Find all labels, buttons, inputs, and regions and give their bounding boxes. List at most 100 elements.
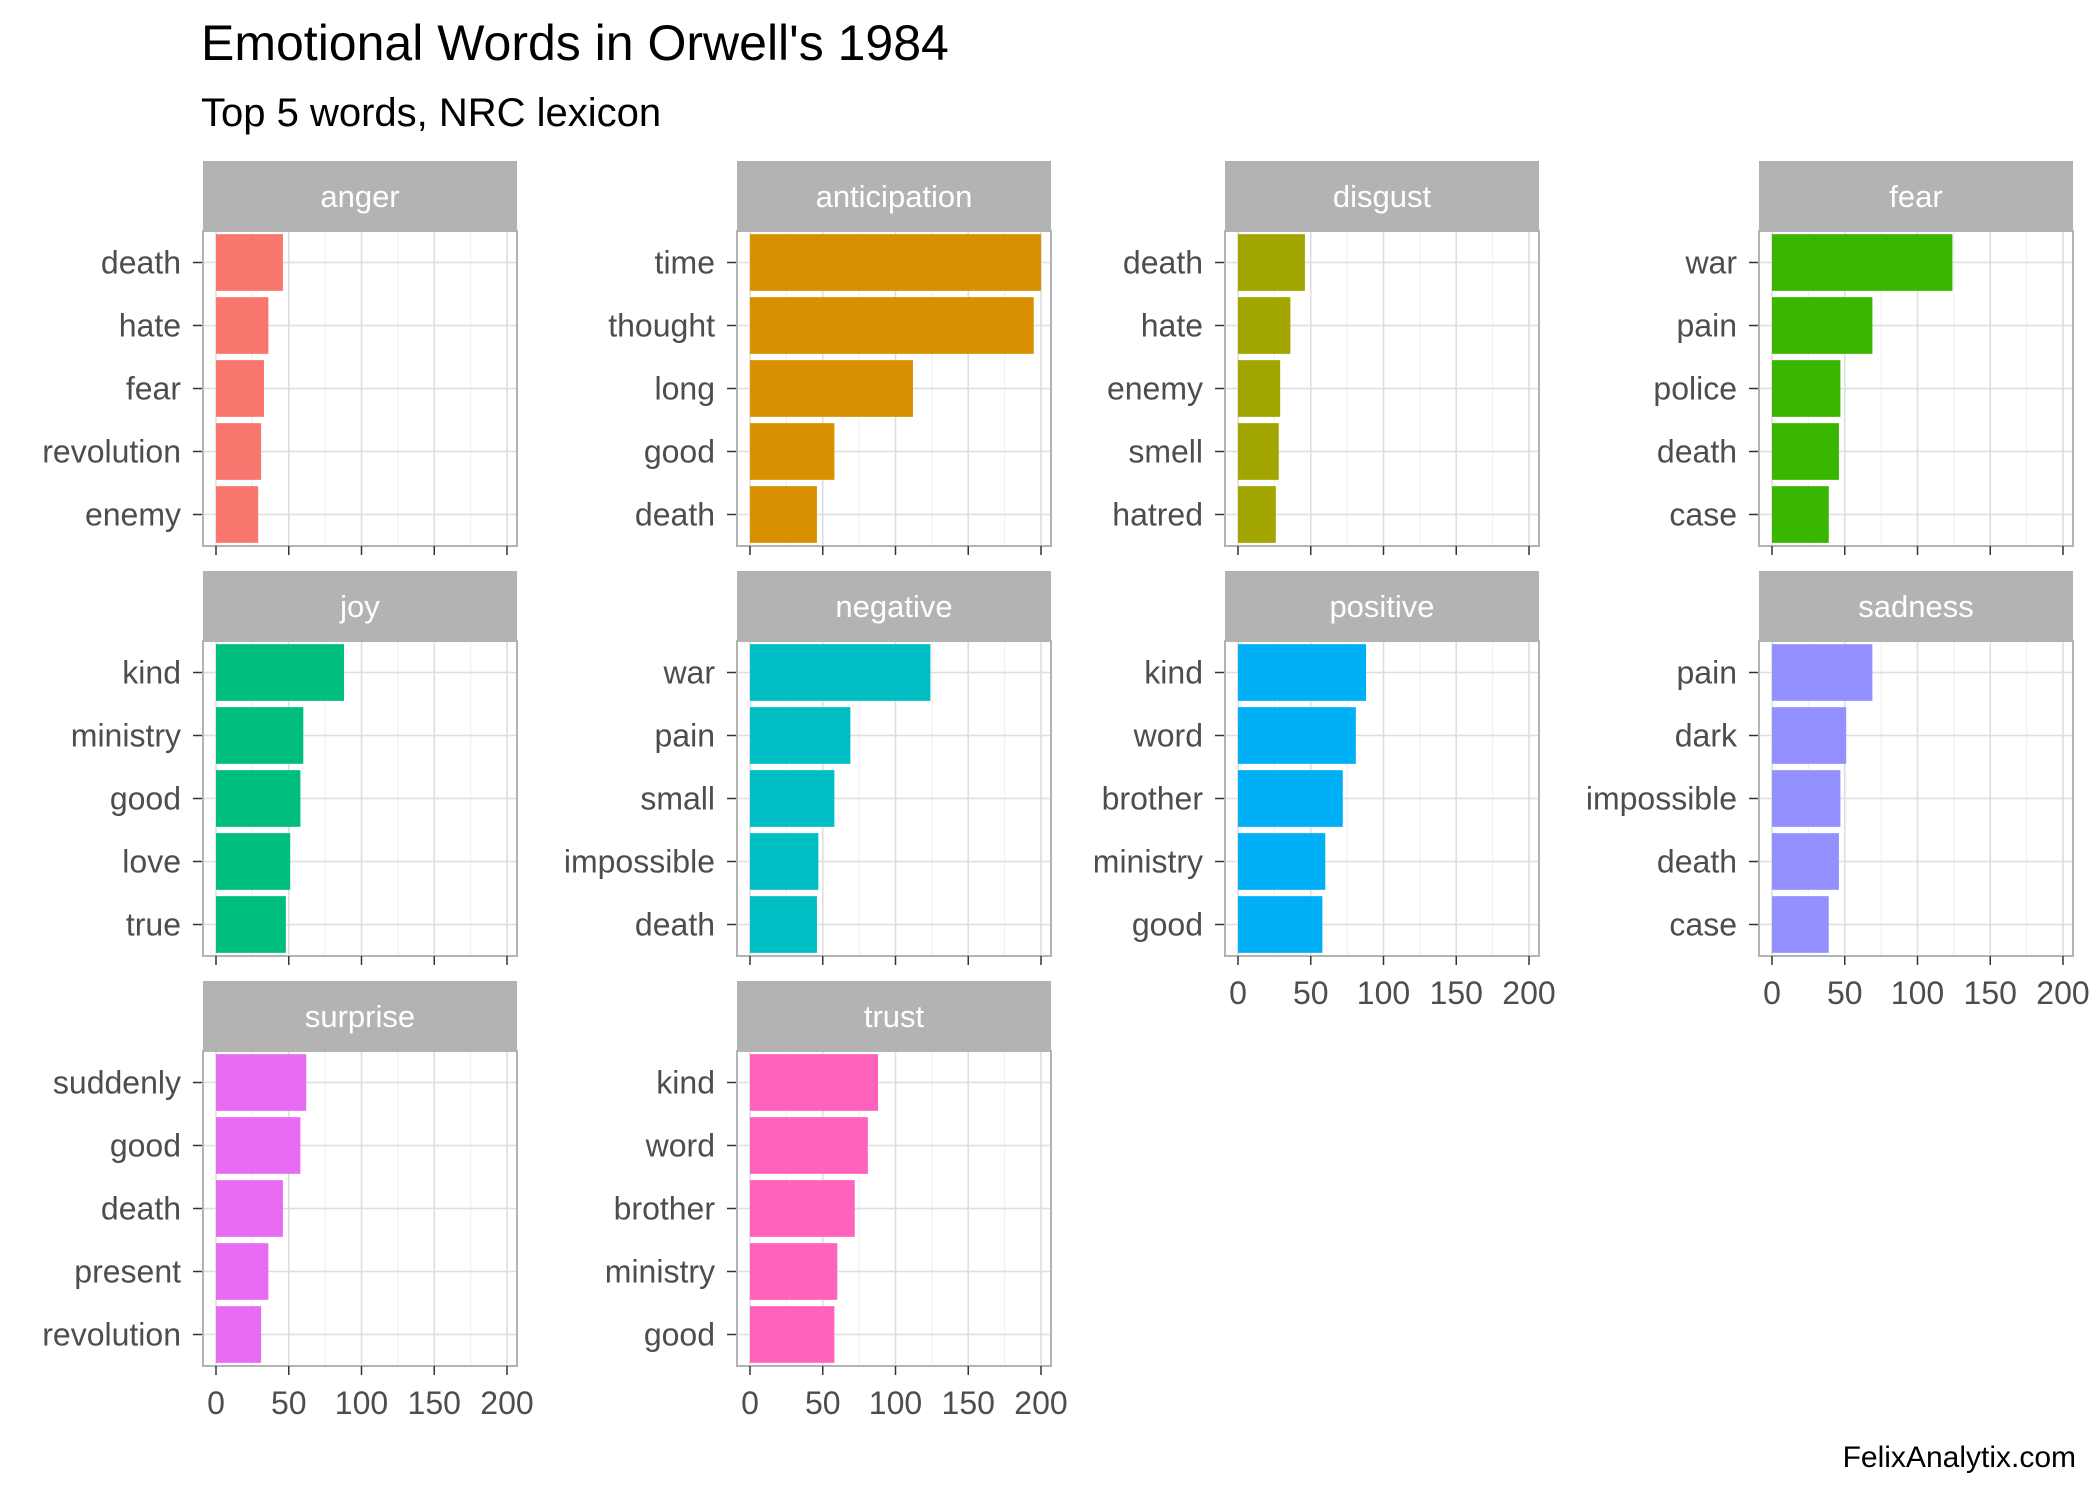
y-tick-label: long: [655, 371, 716, 407]
facet-strip-label: sadness: [1858, 589, 1973, 624]
y-tick-label: death: [635, 907, 715, 943]
facet-strip: [737, 981, 1051, 1051]
chart-subtitle: Top 5 words, NRC lexicon: [201, 91, 661, 135]
bar-surprise-present: [216, 1243, 269, 1300]
facet-strip-label: trust: [864, 999, 925, 1034]
y-tick-label: ministry: [1093, 844, 1203, 880]
bar-disgust-smell: [1238, 423, 1279, 480]
facet-strip: [203, 981, 517, 1051]
x-tick-label: 50: [805, 1385, 841, 1421]
bar-sadness-impossible: [1772, 770, 1841, 827]
bar-trust-ministry: [750, 1243, 838, 1300]
y-tick-label: love: [122, 844, 181, 880]
y-tick-label: kind: [122, 655, 181, 691]
facet-strip-label: joy: [339, 589, 380, 624]
bar-fear-case: [1772, 486, 1829, 543]
bar-trust-kind: [750, 1054, 879, 1111]
y-tick-label: revolution: [42, 434, 181, 470]
bar-fear-war: [1772, 234, 1953, 291]
bar-anger-fear: [216, 360, 265, 417]
y-tick-label: death: [101, 245, 181, 281]
y-tick-label: good: [644, 434, 715, 470]
x-tick-label: 100: [1891, 975, 1944, 1011]
bar-anticipation-long: [750, 360, 913, 417]
bar-negative-death: [750, 896, 817, 953]
bar-surprise-good: [216, 1117, 301, 1174]
y-tick-label: case: [1669, 907, 1737, 943]
y-tick-label: death: [101, 1191, 181, 1227]
x-tick-label: 150: [1430, 975, 1483, 1011]
y-tick-label: enemy: [85, 497, 181, 533]
y-tick-label: suddenly: [53, 1065, 181, 1101]
y-tick-label: smell: [1128, 434, 1203, 470]
y-tick-label: police: [1653, 371, 1737, 407]
y-tick-label: hatred: [1112, 497, 1203, 533]
facet-strip-label: positive: [1329, 589, 1434, 624]
y-tick-label: ministry: [71, 718, 181, 754]
bar-negative-war: [750, 644, 931, 701]
facet-strip-label: anger: [320, 179, 399, 214]
facet-strip: [737, 571, 1051, 641]
facet-strip-label: surprise: [305, 999, 415, 1034]
y-tick-label: dark: [1675, 718, 1738, 754]
y-tick-label: word: [645, 1128, 715, 1164]
bar-disgust-enemy: [1238, 360, 1281, 417]
x-tick-label: 150: [942, 1385, 995, 1421]
bar-joy-love: [216, 833, 291, 890]
y-tick-label: kind: [656, 1065, 715, 1101]
x-tick-label: 50: [1827, 975, 1863, 1011]
x-tick-label: 150: [408, 1385, 461, 1421]
y-tick-label: good: [644, 1317, 715, 1353]
facet-strip-label: negative: [835, 589, 952, 624]
y-tick-label: good: [110, 1128, 181, 1164]
x-tick-label: 0: [1763, 975, 1781, 1011]
facet-panel-anger: death hate fear revolution enemy anger: [42, 161, 518, 555]
facet-panel-trust: kind word brother ministry good trust 0 50 100 15…: [605, 981, 1068, 1421]
x-tick-label: 200: [1014, 1385, 1067, 1421]
y-tick-label: war: [1684, 245, 1737, 281]
bar-anticipation-death: [750, 486, 817, 543]
y-tick-label: ministry: [605, 1254, 715, 1290]
bar-joy-ministry: [216, 707, 304, 764]
y-tick-label: thought: [608, 308, 715, 344]
y-tick-label: pain: [655, 718, 716, 754]
bar-disgust-hate: [1238, 297, 1291, 354]
bar-positive-brother: [1238, 770, 1343, 827]
x-tick-label: 50: [271, 1385, 307, 1421]
facet-panel-negative: war pain small impossible death negative: [564, 571, 1052, 965]
bar-fear-pain: [1772, 297, 1873, 354]
bar-trust-brother: [750, 1180, 855, 1237]
bar-trust-good: [750, 1306, 835, 1363]
chart-title: Emotional Words in Orwell's 1984: [201, 15, 949, 71]
bar-anger-revolution: [216, 423, 262, 480]
y-tick-label: hate: [1141, 308, 1203, 344]
chart-caption: FelixAnalytix.com: [1843, 1441, 2076, 1474]
y-tick-label: revolution: [42, 1317, 181, 1353]
x-tick-label: 150: [1964, 975, 2017, 1011]
facet-strip: [1225, 161, 1539, 231]
facet-strip-label: fear: [1889, 179, 1942, 214]
facet-panel-anticipation: time thought long good death anticipation: [608, 161, 1052, 555]
x-tick-label: 200: [2036, 975, 2089, 1011]
bar-anticipation-time: [750, 234, 1041, 291]
bar-anger-enemy: [216, 486, 259, 543]
x-tick-label: 0: [1229, 975, 1247, 1011]
bar-sadness-dark: [1772, 707, 1847, 764]
bar-sadness-case: [1772, 896, 1829, 953]
y-tick-label: pain: [1677, 655, 1738, 691]
bar-positive-good: [1238, 896, 1323, 953]
bar-sadness-pain: [1772, 644, 1873, 701]
facet-strip: [1759, 571, 2073, 641]
x-tick-label: 0: [207, 1385, 225, 1421]
bar-negative-pain: [750, 707, 851, 764]
y-tick-label: impossible: [1586, 781, 1737, 817]
bar-surprise-suddenly: [216, 1054, 307, 1111]
bar-trust-word: [750, 1117, 868, 1174]
y-tick-label: death: [1123, 245, 1203, 281]
x-tick-label: 100: [1357, 975, 1410, 1011]
facet-panel-disgust: death hate enemy smell hatred disgust: [1107, 161, 1540, 555]
bar-negative-small: [750, 770, 835, 827]
bar-anger-hate: [216, 297, 269, 354]
bar-disgust-hatred: [1238, 486, 1276, 543]
